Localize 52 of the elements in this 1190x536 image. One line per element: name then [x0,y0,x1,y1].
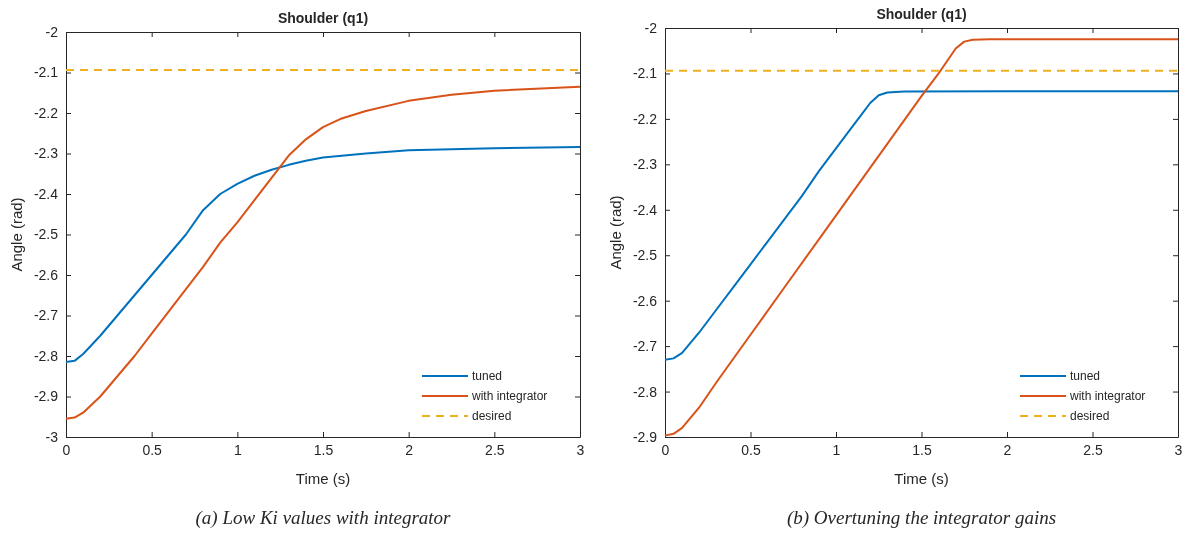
x-tick-label: 0 [62,441,71,458]
x-tick-label: 3 [576,441,585,458]
y-tick-label: -2 [644,19,658,36]
y-axis-title: Angle (rad) [8,197,25,272]
x-tick-label: 1 [233,441,242,458]
line-series [65,146,581,364]
x-tick-label: 0.5 [741,441,761,458]
legend-label: desired [1070,409,1110,423]
legend-label: with integrator [471,389,548,403]
y-tick-label: -2.9 [33,388,59,405]
x-tick-label: 3 [1174,441,1183,458]
legend-label: tuned [472,369,503,383]
y-tick-label: -2.8 [33,347,59,364]
y-tick-label: -2.3 [33,145,59,162]
x-axis-title: Time (s) [295,470,351,487]
legend-label: with integrator [1069,389,1146,403]
y-tick-label: -2.2 [33,104,59,121]
y-axis-title: Angle (rad) [607,195,624,270]
legend-label: desired [472,409,512,423]
y-tick-label: -2.6 [632,292,658,309]
x-tick-label: 0.5 [142,441,163,458]
x-tick-label: 2 [1003,441,1012,458]
y-tick-label: -2.4 [33,185,59,202]
y-tick-label: -2.5 [33,226,59,243]
legend-label: tuned [1070,369,1101,383]
x-tick-label: 1 [832,441,841,458]
y-tick-label: -2.7 [33,307,59,324]
line-series [65,85,581,420]
x-tick-label: 2 [405,441,414,458]
y-tick-label: -2.1 [33,64,59,81]
line-series [664,90,1179,361]
y-tick-label: -2.5 [632,247,658,264]
x-tick-label: 1.5 [313,441,334,458]
y-tick-label: -2 [45,23,59,40]
y-tick-label: -2.3 [632,156,658,173]
x-axis-title: Time (s) [894,470,949,487]
y-tick-label: -3 [45,428,59,445]
chart-title: Shoulder (q1) [876,6,967,22]
text: (a) Low Ki values with integrator [195,507,452,529]
x-tick-label: 1.5 [912,441,932,458]
y-tick-label: -2.9 [632,428,658,445]
y-tick-label: -2.7 [632,338,658,355]
y-tick-label: -2.6 [33,266,59,283]
y-tick-label: -2.1 [632,65,658,82]
text: (b) Overtuning the integrator gains [786,507,1057,529]
x-tick-label: 2.5 [1083,441,1103,458]
chart-title: Shoulder (q1) [277,10,369,26]
y-tick-label: -2.2 [632,110,658,127]
x-tick-label: 0 [661,441,670,458]
x-tick-label: 2.5 [485,441,505,458]
y-tick-label: -2.8 [632,383,658,400]
y-tick-label: -2.4 [632,201,658,218]
